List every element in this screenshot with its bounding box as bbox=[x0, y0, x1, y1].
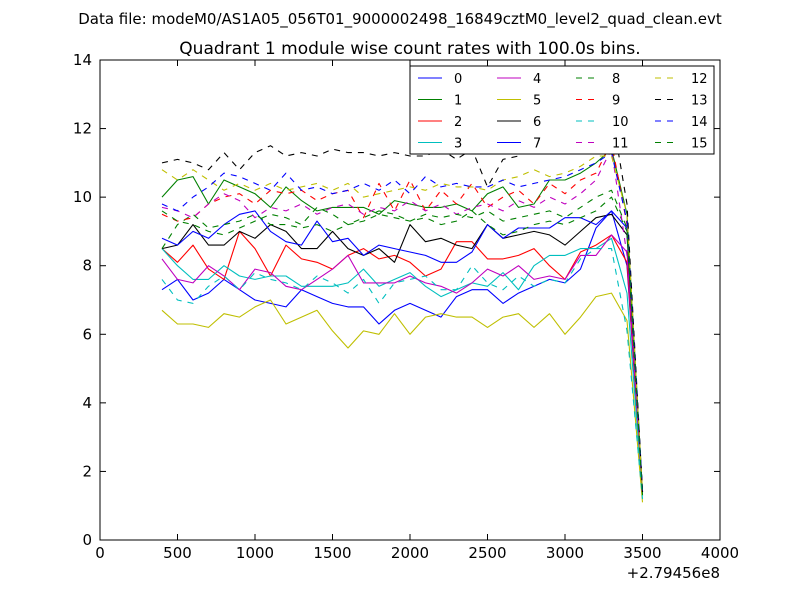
series-line-0 bbox=[161, 210, 644, 496]
x-tick-label: 4000 bbox=[701, 544, 739, 562]
x-tick-label: 3500 bbox=[623, 544, 661, 562]
x-tick-label: 2500 bbox=[468, 544, 506, 562]
series-layer bbox=[161, 110, 644, 503]
series-line-1 bbox=[161, 148, 644, 493]
series-line-5 bbox=[161, 292, 644, 503]
series-line-10 bbox=[161, 248, 644, 499]
y-tick-label: 12 bbox=[73, 120, 92, 138]
y-tick-label: 6 bbox=[82, 325, 92, 343]
legend-label-13: 13 bbox=[691, 94, 708, 109]
suptitle: Data file: modeM0/AS1A05_056T01_90000024… bbox=[78, 10, 722, 29]
series-line-6 bbox=[161, 213, 644, 493]
y-tick-label: 2 bbox=[82, 462, 92, 480]
x-offset-label: +2.79456e8 bbox=[627, 564, 720, 582]
series-line-9 bbox=[161, 141, 644, 496]
legend-label-10: 10 bbox=[612, 115, 629, 130]
chart-title: Quadrant 1 module wise count rates with … bbox=[179, 39, 640, 59]
series-line-13 bbox=[161, 110, 644, 493]
legend-frame bbox=[409, 65, 715, 155]
series-line-11 bbox=[161, 148, 644, 493]
x-tick-label: 1000 bbox=[236, 544, 274, 562]
legend-label-7: 7 bbox=[533, 137, 541, 152]
legend-label-3: 3 bbox=[454, 137, 462, 152]
series-line-3 bbox=[161, 237, 644, 496]
legend-label-2: 2 bbox=[454, 115, 462, 130]
x-tick-label: 3000 bbox=[546, 544, 584, 562]
series-line-7 bbox=[161, 210, 644, 493]
legend-label-12: 12 bbox=[691, 72, 708, 87]
legend-label-4: 4 bbox=[533, 72, 541, 87]
y-tick-label: 4 bbox=[82, 394, 92, 412]
legend-label-15: 15 bbox=[691, 137, 708, 152]
x-tick-label: 1500 bbox=[313, 544, 351, 562]
legend-label-14: 14 bbox=[691, 115, 708, 130]
y-tick-label: 14 bbox=[73, 51, 92, 69]
legend-label-0: 0 bbox=[454, 72, 462, 87]
series-line-8 bbox=[161, 196, 644, 496]
series-line-2 bbox=[161, 230, 644, 493]
legend-label-11: 11 bbox=[612, 137, 629, 152]
legend-label-8: 8 bbox=[612, 72, 620, 87]
legend-label-6: 6 bbox=[533, 115, 541, 130]
ticks-layer: 0 500 1000 1500 2000 2500 3000 3500 400002468101… bbox=[73, 51, 739, 562]
y-tick-label: 10 bbox=[73, 188, 92, 206]
y-tick-label: 0 bbox=[82, 531, 92, 549]
x-tick-label: 2000 bbox=[391, 544, 429, 562]
y-tick-label: 8 bbox=[82, 257, 92, 275]
legend-label-9: 9 bbox=[612, 94, 620, 109]
series-line-12 bbox=[161, 155, 644, 493]
series-line-15 bbox=[161, 189, 644, 496]
legend-label-5: 5 bbox=[533, 94, 541, 109]
legend-label-1: 1 bbox=[454, 94, 462, 109]
x-tick-label: 500 bbox=[163, 544, 192, 562]
x-tick-label: 0 bbox=[95, 544, 105, 562]
